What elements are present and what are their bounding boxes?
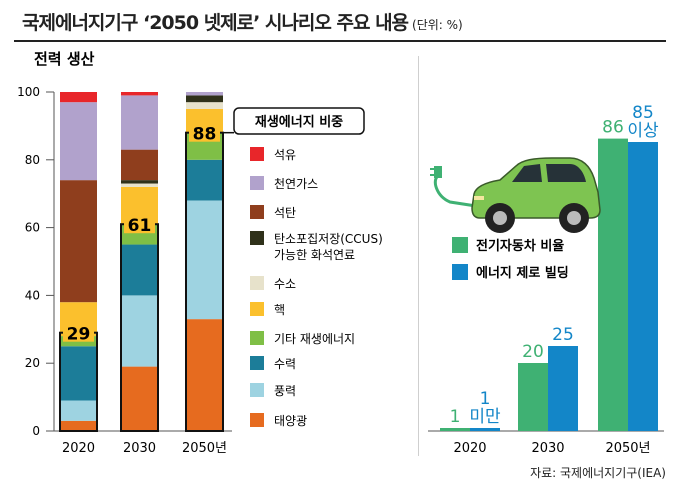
legend-swatch-ev <box>452 237 468 253</box>
renewable-share-badge <box>63 323 94 342</box>
legend-swatch <box>250 205 264 219</box>
stacked-bar-segment <box>121 92 158 96</box>
stacked-bar-segment <box>121 95 158 150</box>
legend-label: 석탄 <box>274 206 296 220</box>
y-tick-label: 20 <box>25 356 40 370</box>
right-bar-label: 1 <box>450 407 461 427</box>
stacked-bar-segment <box>121 244 158 296</box>
right-x-tick-label: 2020 <box>453 441 486 456</box>
stacked-bar-segment <box>60 346 97 401</box>
legend-swatch <box>250 413 264 427</box>
right-bar-label: 20 <box>522 342 544 362</box>
legend-label: 풍력 <box>274 384 296 398</box>
stacked-bar-segment <box>121 295 158 367</box>
legend-label: 탄소포집저장(CCUS) 가능한 화석연료 <box>274 232 383 262</box>
legend-swatch-building <box>452 264 468 280</box>
renewable-share-value: 29 <box>67 325 91 345</box>
x-tick-label: 2020 <box>62 441 95 456</box>
stacked-bar-segment <box>121 149 158 181</box>
right-bar <box>548 346 578 431</box>
x-tick-label: 2050년 <box>182 441 227 456</box>
legend-label: 수소 <box>274 277 296 291</box>
right-bar <box>470 428 500 431</box>
legend-swatch <box>250 383 264 397</box>
y-tick-label: 40 <box>25 288 40 302</box>
legend-label-building: 에너지 제로 빌딩 <box>476 265 569 281</box>
electric-car-icon <box>430 157 601 233</box>
y-tick-label: 100 <box>17 85 40 99</box>
stacked-bar-segment <box>121 366 158 431</box>
callout-box <box>233 107 365 135</box>
source-note: 자료: 국제에너지기구(IEA) <box>530 466 666 480</box>
renewable-share-value: 61 <box>128 216 152 236</box>
stacked-bar-segment <box>60 92 97 103</box>
right-bar-label: 86 <box>602 118 624 138</box>
renewable-share-badge <box>124 215 155 234</box>
legend-swatch <box>250 331 264 345</box>
chart-title: 전력 생산 <box>34 50 95 68</box>
y-tick-label: 80 <box>25 153 40 167</box>
stacked-bar-segment <box>121 183 158 187</box>
legend-label-ev: 전기자동차 비율 <box>476 238 564 254</box>
legend-swatch <box>250 356 264 370</box>
stacked-bar-segment <box>186 92 223 96</box>
right-bar <box>598 138 628 431</box>
right-bar <box>518 363 548 431</box>
renewable-share-badge <box>189 123 220 142</box>
right-x-tick-label: 2050년 <box>605 441 650 456</box>
right-bar-label: 85 이상 <box>627 103 659 141</box>
legend-label: 기타 재생에너지 <box>274 332 355 346</box>
right-bar <box>628 142 658 431</box>
x-tick-label: 2030 <box>123 441 156 456</box>
legend-swatch <box>250 231 264 245</box>
stacked-bar-segment <box>186 159 223 201</box>
unit-label: (단위: %) <box>412 18 463 32</box>
legend-label: 천연가스 <box>274 176 318 191</box>
renewable-share-value: 88 <box>193 125 217 145</box>
legend-swatch <box>250 147 264 161</box>
legend-swatch <box>250 276 264 290</box>
legend-label: 석유 <box>274 148 296 162</box>
right-x-tick-label: 2030 <box>531 441 564 456</box>
stacked-bar-segment <box>186 102 223 109</box>
stacked-bar-segment <box>60 102 97 181</box>
y-tick-label: 60 <box>25 221 40 235</box>
right-bar-label: 25 <box>552 325 574 345</box>
legend-swatch <box>250 302 264 316</box>
legend-label: 태양광 <box>274 414 307 428</box>
legend-swatch <box>250 176 264 190</box>
stacked-bar-segment <box>60 180 97 303</box>
y-tick-label: 0 <box>32 424 40 438</box>
stacked-bar-segment <box>186 200 223 320</box>
legend-label: 핵 <box>274 303 285 317</box>
right-bar-label: 1 미만 <box>469 389 501 427</box>
title-text: 국제에너지기구 ‘2050 넷제로’ 시나리오 주요 내용 <box>22 12 409 34</box>
stacked-bar-segment <box>186 95 223 103</box>
stacked-bar-segment <box>60 400 97 421</box>
panel-divider <box>418 56 419 456</box>
title-rule <box>14 40 666 42</box>
legend-label: 수력 <box>274 357 296 371</box>
stacked-bar-segment <box>186 319 223 431</box>
callout-label: 재생에너지 비중 <box>255 114 343 130</box>
stacked-bar-segment <box>121 180 158 184</box>
stacked-bar-segment <box>60 420 97 431</box>
page-title: 국제에너지기구 ‘2050 넷제로’ 시나리오 주요 내용 (단위: %) <box>22 8 463 35</box>
right-bar <box>440 428 470 431</box>
